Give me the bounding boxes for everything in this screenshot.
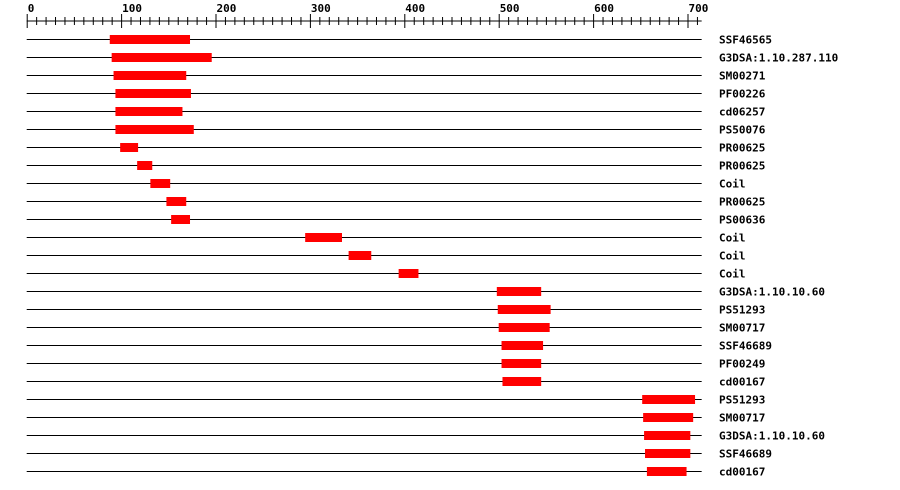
- domain-label: Coil: [719, 268, 746, 281]
- domain-track: PF00226: [26, 88, 766, 101]
- domain-track: G3DSA:1.10.10.60: [26, 430, 825, 443]
- domain-label: G3DSA:1.10.10.60: [719, 430, 825, 443]
- domain-track: SM00271: [26, 70, 766, 83]
- domain-track: Coil: [26, 178, 746, 191]
- domain-label: Coil: [719, 250, 746, 263]
- tick-label: 0: [28, 2, 35, 15]
- domain-label: PR00625: [719, 196, 765, 209]
- domain-bar[interactable]: [115, 89, 191, 98]
- domain-bar[interactable]: [398, 269, 419, 278]
- domain-bar[interactable]: [496, 287, 542, 296]
- domain-label: SSF46689: [719, 340, 772, 353]
- domain-track: Coil: [26, 268, 746, 281]
- domain-track: cd00167: [26, 466, 765, 479]
- domain-track: PS00636: [26, 214, 766, 227]
- domain-track: PF00249: [26, 358, 765, 371]
- domain-track: PR00625: [26, 142, 765, 155]
- domain-label: PR00625: [719, 160, 765, 173]
- domain-track: Coil: [26, 232, 746, 245]
- domain-label: Coil: [719, 232, 746, 245]
- domain-label: SM00271: [719, 70, 766, 83]
- domain-track: cd06257: [26, 106, 765, 119]
- tick-label: 500: [500, 2, 520, 15]
- domain-label: G3DSA:1.10.287.110: [719, 52, 838, 65]
- tick-label: 600: [594, 2, 614, 15]
- domain-bar[interactable]: [646, 467, 687, 476]
- domain-track: PR00625: [26, 196, 765, 209]
- domain-bar[interactable]: [645, 449, 691, 458]
- tick-label: 100: [122, 2, 142, 15]
- tick-label: 400: [405, 2, 425, 15]
- domain-bar[interactable]: [498, 323, 550, 332]
- domain-bar[interactable]: [166, 197, 187, 206]
- tick-label: 300: [311, 2, 331, 15]
- domain-label: PS51293: [719, 304, 765, 317]
- domain-bar[interactable]: [642, 395, 696, 404]
- domain-bar[interactable]: [305, 233, 342, 242]
- domain-label: SM00717: [719, 322, 765, 335]
- domain-bar[interactable]: [348, 251, 372, 260]
- domain-label: cd00167: [719, 376, 765, 389]
- domain-bar[interactable]: [643, 413, 694, 422]
- domain-label: SSF46689: [719, 448, 772, 461]
- domain-track: PS50076: [26, 124, 766, 137]
- domain-bar[interactable]: [115, 125, 194, 134]
- domain-bar[interactable]: [497, 305, 551, 314]
- domain-track: SSF46689: [26, 340, 772, 353]
- domain-label: SSF46565: [719, 34, 772, 47]
- domain-track: G3DSA:1.10.287.110: [26, 52, 838, 65]
- domain-track: G3DSA:1.10.10.60: [26, 286, 825, 299]
- domain-bar[interactable]: [171, 215, 191, 224]
- domain-label: PF00249: [719, 358, 765, 371]
- domain-bar[interactable]: [109, 35, 191, 44]
- tick-label: 200: [217, 2, 237, 15]
- domain-label: Coil: [719, 178, 746, 191]
- domain-track: Coil: [26, 250, 746, 263]
- domain-track: PS51293: [26, 394, 765, 407]
- domain-tracks: SSF46565 G3DSA:1.10.287.110 SM00271 PF00226…: [26, 34, 838, 479]
- domain-bar[interactable]: [137, 161, 153, 170]
- domain-label: PS50076: [719, 124, 766, 137]
- domain-label: PS51293: [719, 394, 765, 407]
- domain-bar[interactable]: [115, 107, 183, 116]
- domain-label: PF00226: [719, 88, 766, 101]
- domain-label: SM00717: [719, 412, 765, 425]
- domain-label: cd00167: [719, 466, 765, 479]
- domain-bar[interactable]: [120, 143, 139, 152]
- domain-track: SSF46689: [26, 448, 772, 461]
- domain-bar[interactable]: [113, 71, 187, 80]
- position-axis: 0 100 200 300 400 500 600 700: [26, 2, 709, 28]
- domain-track: PR00625: [26, 160, 765, 173]
- domain-bar[interactable]: [501, 341, 544, 350]
- domain-bar[interactable]: [501, 359, 542, 368]
- domain-track: SM00717: [26, 412, 765, 425]
- domain-bar[interactable]: [150, 179, 171, 188]
- domain-label: G3DSA:1.10.10.60: [719, 286, 825, 299]
- domain-track: SSF46565: [26, 34, 772, 47]
- domain-label: PR00625: [719, 142, 765, 155]
- tick-label: 700: [689, 2, 709, 15]
- domain-track: SM00717: [26, 322, 765, 335]
- domain-label: cd06257: [719, 106, 765, 119]
- domain-bar[interactable]: [502, 377, 542, 386]
- domain-bar[interactable]: [111, 53, 212, 62]
- domain-track: PS51293: [26, 304, 765, 317]
- domain-track: cd00167: [26, 376, 765, 389]
- domain-label: PS00636: [719, 214, 766, 227]
- domain-bar[interactable]: [644, 431, 691, 440]
